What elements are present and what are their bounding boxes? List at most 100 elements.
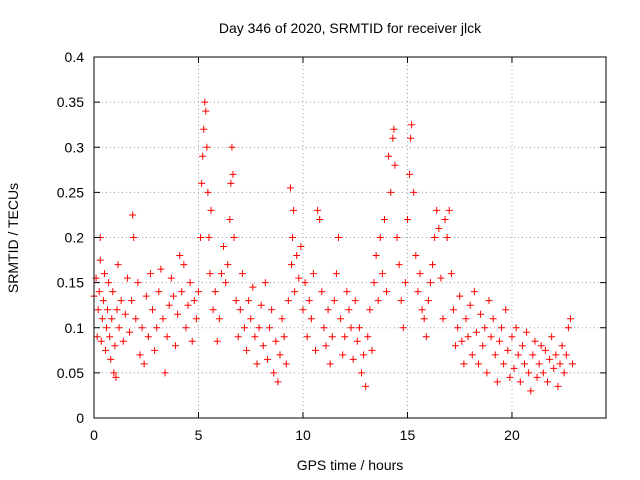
data-point (291, 288, 299, 296)
data-point (328, 333, 336, 341)
data-point (420, 315, 428, 323)
data-point (149, 306, 157, 314)
data-point (307, 315, 315, 323)
data-point (176, 252, 184, 260)
y-tick-label: 0.1 (65, 320, 85, 336)
data-point (230, 234, 238, 241)
data-point (449, 306, 457, 314)
data-point (263, 355, 271, 363)
data-point (514, 351, 522, 359)
data-point (529, 351, 537, 359)
data-point (249, 283, 257, 291)
data-point (190, 297, 198, 305)
data-point (182, 324, 190, 332)
data-point (447, 270, 455, 278)
data-point (339, 351, 347, 359)
data-point (301, 279, 309, 287)
data-point (569, 360, 577, 368)
data-point (157, 265, 165, 273)
data-point (408, 121, 416, 129)
data-point (257, 301, 265, 309)
grid (94, 57, 606, 418)
data-point (270, 369, 278, 377)
data-point (211, 288, 219, 296)
data-point (272, 337, 280, 345)
data-point (345, 306, 353, 314)
data-point (114, 261, 122, 269)
data-point (215, 315, 223, 323)
data-point (284, 297, 292, 305)
data-point (355, 324, 363, 332)
data-point (295, 274, 303, 282)
data-point (136, 351, 144, 359)
data-point (341, 333, 349, 341)
data-point (548, 333, 556, 341)
data-point (180, 261, 188, 269)
data-point (192, 315, 200, 323)
data-point (493, 378, 501, 386)
data-point (259, 342, 267, 350)
data-point (227, 179, 235, 187)
data-point (205, 234, 213, 241)
data-point (232, 297, 240, 305)
data-point (108, 315, 116, 323)
data-point (96, 256, 104, 264)
data-point (470, 288, 478, 296)
data-point (204, 188, 212, 196)
data-point (266, 324, 274, 332)
data-point (303, 333, 311, 341)
data-point (299, 306, 307, 314)
data-point (566, 315, 574, 323)
data-point (202, 107, 210, 115)
data-point (314, 206, 322, 214)
data-point (184, 301, 192, 309)
data-point (309, 270, 317, 278)
data-point (110, 369, 118, 377)
data-point (207, 206, 215, 214)
data-point (391, 161, 399, 169)
data-point (169, 292, 177, 300)
data-point (174, 310, 182, 318)
data-point (121, 310, 129, 318)
data-point (165, 301, 173, 309)
y-tick-label: 0.15 (57, 275, 84, 291)
data-point (495, 337, 503, 345)
data-point (541, 346, 549, 354)
data-point (401, 279, 409, 287)
data-point (506, 373, 514, 381)
data-point (93, 333, 101, 341)
data-point (144, 333, 152, 341)
data-point (178, 288, 186, 296)
data-point (477, 310, 485, 318)
data-point (194, 288, 202, 296)
data-point (289, 234, 297, 241)
data-point (197, 234, 205, 241)
data-point (322, 342, 330, 350)
data-point (128, 297, 136, 305)
data-point (454, 324, 462, 332)
data-point (564, 324, 572, 332)
data-point (115, 324, 123, 332)
data-point (437, 274, 445, 282)
data-point (456, 292, 464, 300)
data-point (126, 328, 134, 336)
data-point (416, 270, 424, 278)
data-point (138, 324, 146, 332)
y-tick-label: 0.05 (57, 365, 84, 381)
data-point (312, 346, 320, 354)
data-point (140, 360, 148, 368)
data-point (100, 270, 108, 278)
data-point (203, 143, 211, 151)
data-point (556, 360, 564, 368)
data-point (347, 324, 355, 332)
data-point (286, 184, 294, 192)
data-point (305, 297, 313, 305)
data-point (487, 333, 495, 341)
data-point (552, 351, 560, 359)
data-point (370, 279, 378, 287)
data-point (213, 337, 221, 345)
data-point (226, 215, 234, 223)
data-point (399, 324, 407, 332)
axis-ticks: 0 0.05 0.1 0.15 0.2 0.25 0.3 0.35 0.4 0 5 10 15 20 (57, 49, 606, 443)
